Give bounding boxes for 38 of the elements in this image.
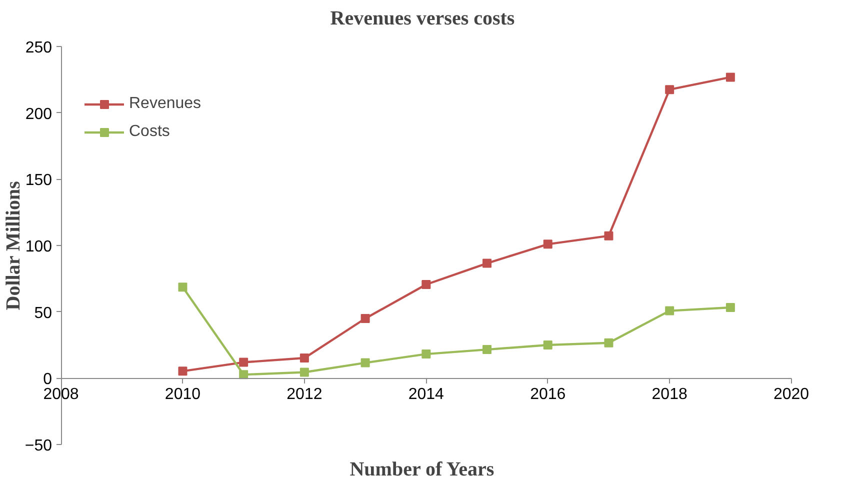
- point: [604, 338, 614, 348]
- y-tick-label: 150: [25, 172, 52, 190]
- x-tick-label: 2020: [773, 386, 810, 404]
- point: [665, 85, 674, 94]
- point: [300, 368, 309, 377]
- chart-title: Revenues verses costs: [330, 8, 515, 30]
- y-tick-label: 200: [25, 106, 52, 123]
- x-tick-label: 2008: [43, 386, 79, 404]
- legend-label: Revenues: [129, 95, 202, 113]
- x-tick-label: 2014: [408, 386, 444, 404]
- legend-label: Costs: [129, 123, 170, 141]
- point: [482, 345, 492, 354]
- point: [178, 366, 188, 376]
- x-tick-label: 2012: [286, 386, 322, 404]
- x-tick-label: 2010: [164, 386, 201, 404]
- x-tick-label: 2016: [530, 386, 566, 404]
- point: [543, 340, 552, 350]
- point: [422, 280, 431, 290]
- y-tick-label: 50: [34, 304, 52, 322]
- point: [300, 354, 309, 363]
- point: [543, 240, 552, 249]
- y-tick-label: 0: [43, 371, 52, 388]
- point: [665, 306, 674, 316]
- y-tick-label: −50: [24, 438, 52, 455]
- point: [422, 350, 431, 359]
- point: [239, 358, 248, 367]
- point: [604, 231, 614, 240]
- y-tick-label: 100: [25, 238, 52, 256]
- y-tick-label: 250: [25, 39, 52, 56]
- point: [178, 282, 188, 292]
- x-axis-title: Number of Years: [350, 458, 494, 480]
- point: [726, 302, 735, 312]
- x-tick-label: 2018: [652, 386, 688, 404]
- point: [360, 358, 370, 368]
- point: [360, 314, 370, 323]
- point: [726, 72, 735, 82]
- point: [482, 258, 492, 268]
- y-axis-title: Dollar Millions: [2, 180, 24, 310]
